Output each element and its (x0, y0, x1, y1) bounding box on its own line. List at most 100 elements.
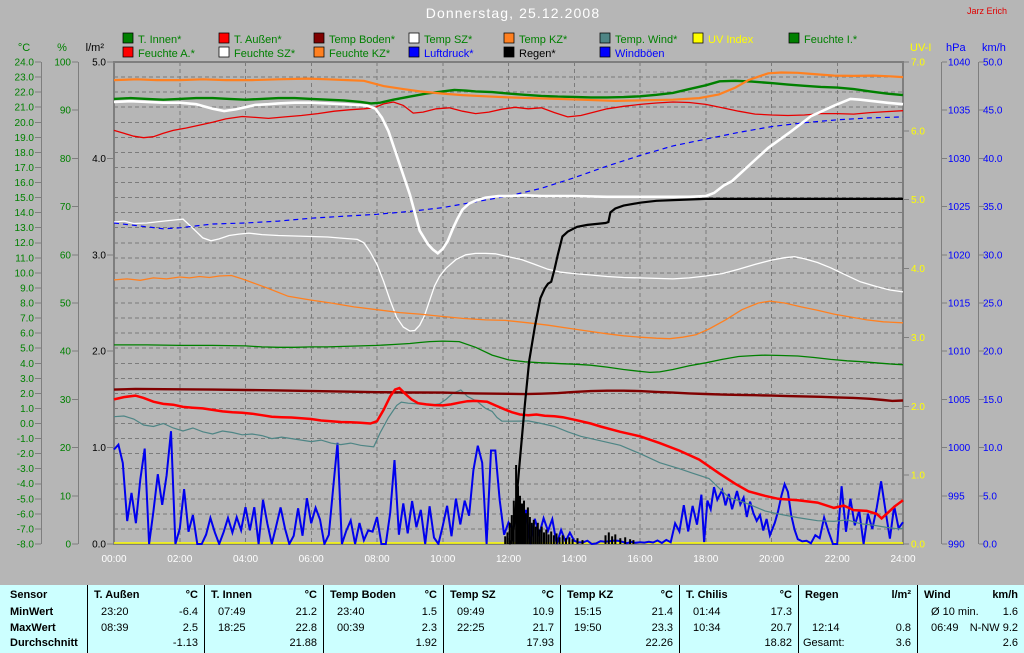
svg-text:12.0: 12.0 (15, 238, 35, 249)
svg-text:30: 30 (60, 395, 72, 406)
svg-text:1040: 1040 (948, 58, 971, 69)
svg-text:-2.0: -2.0 (17, 449, 35, 460)
svg-text:Feuchte A.*: Feuchte A.* (138, 48, 196, 60)
svg-text:0: 0 (65, 540, 71, 551)
svg-text:90: 90 (60, 106, 72, 117)
svg-text:10: 10 (60, 491, 72, 502)
svg-text:20:00: 20:00 (759, 554, 784, 565)
svg-text:8.0: 8.0 (20, 299, 34, 310)
svg-text:12:00: 12:00 (496, 554, 521, 565)
svg-text:18.0: 18.0 (15, 148, 35, 159)
svg-text:hPa: hPa (946, 42, 966, 54)
svg-text:60: 60 (60, 250, 72, 261)
svg-text:990: 990 (948, 540, 965, 551)
svg-text:22.0: 22.0 (15, 88, 35, 99)
svg-text:Temp SZ*: Temp SZ* (424, 34, 473, 46)
svg-text:18:00: 18:00 (693, 554, 718, 565)
svg-text:5.0: 5.0 (92, 58, 106, 69)
svg-text:02:00: 02:00 (167, 554, 192, 565)
svg-text:13.0: 13.0 (15, 223, 35, 234)
svg-text:Jarz Erich: Jarz Erich (967, 6, 1007, 16)
svg-text:Temp. Wind*: Temp. Wind* (615, 34, 678, 46)
svg-text:2.0: 2.0 (20, 389, 34, 400)
svg-text:1000: 1000 (948, 443, 971, 454)
svg-text:3.0: 3.0 (20, 374, 34, 385)
svg-text:00:00: 00:00 (101, 554, 126, 565)
svg-text:4.0: 4.0 (92, 154, 106, 165)
svg-text:%: % (57, 42, 67, 54)
svg-text:6.0: 6.0 (20, 329, 34, 340)
svg-text:UV-I: UV-I (910, 42, 931, 54)
svg-text:2.0: 2.0 (92, 347, 106, 358)
svg-text:3.0: 3.0 (92, 250, 106, 261)
svg-text:06:00: 06:00 (299, 554, 324, 565)
svg-text:19.0: 19.0 (15, 133, 35, 144)
svg-text:-6.0: -6.0 (17, 509, 35, 520)
svg-text:10.0: 10.0 (15, 268, 35, 279)
svg-text:25.0: 25.0 (983, 299, 1003, 310)
svg-text:0.0: 0.0 (92, 540, 106, 551)
svg-text:04:00: 04:00 (233, 554, 258, 565)
svg-text:10:00: 10:00 (430, 554, 455, 565)
svg-text:100: 100 (54, 58, 71, 69)
svg-text:30.0: 30.0 (983, 250, 1003, 261)
svg-text:17.0: 17.0 (15, 163, 35, 174)
svg-text:1.0: 1.0 (20, 404, 34, 415)
svg-text:T. Außen*: T. Außen* (234, 34, 282, 46)
svg-text:Feuchte KZ*: Feuchte KZ* (329, 48, 391, 60)
svg-text:°C: °C (18, 42, 30, 54)
svg-text:4.0: 4.0 (911, 264, 925, 275)
svg-text:08:00: 08:00 (364, 554, 389, 565)
svg-text:Luftdruck*: Luftdruck* (424, 48, 474, 60)
svg-text:20: 20 (60, 443, 72, 454)
svg-text:9.0: 9.0 (20, 283, 34, 294)
svg-text:1020: 1020 (948, 250, 971, 261)
svg-text:5.0: 5.0 (20, 344, 34, 355)
svg-text:20.0: 20.0 (983, 347, 1003, 358)
svg-text:T. Innen*: T. Innen* (138, 34, 182, 46)
svg-text:-4.0: -4.0 (17, 479, 35, 490)
svg-text:1030: 1030 (948, 154, 971, 165)
svg-text:-1.0: -1.0 (17, 434, 35, 445)
svg-text:11.0: 11.0 (15, 253, 34, 264)
svg-text:14.0: 14.0 (15, 208, 35, 219)
svg-text:16:00: 16:00 (627, 554, 652, 565)
svg-text:0.0: 0.0 (20, 419, 34, 430)
svg-text:0.0: 0.0 (983, 540, 997, 551)
svg-text:3.0: 3.0 (911, 333, 925, 344)
svg-text:Regen*: Regen* (519, 48, 556, 60)
svg-text:Feuchte I.*: Feuchte I.* (804, 34, 858, 46)
svg-text:14:00: 14:00 (562, 554, 587, 565)
svg-text:35.0: 35.0 (983, 202, 1003, 213)
svg-text:1.0: 1.0 (92, 443, 106, 454)
svg-text:40: 40 (60, 347, 72, 358)
svg-text:Temp KZ*: Temp KZ* (519, 34, 568, 46)
svg-text:1005: 1005 (948, 395, 971, 406)
svg-text:15.0: 15.0 (983, 395, 1003, 406)
svg-text:10.0: 10.0 (983, 443, 1003, 454)
svg-text:1025: 1025 (948, 202, 971, 213)
svg-text:4.0: 4.0 (20, 359, 34, 370)
svg-text:23.0: 23.0 (15, 73, 35, 84)
svg-text:1.0: 1.0 (911, 471, 925, 482)
svg-text:45.0: 45.0 (983, 106, 1003, 117)
svg-text:15.0: 15.0 (15, 193, 35, 204)
svg-text:1015: 1015 (948, 299, 971, 310)
svg-text:21.0: 21.0 (15, 103, 35, 114)
svg-text:24.0: 24.0 (15, 58, 35, 69)
svg-text:995: 995 (948, 491, 965, 502)
svg-text:Feuchte SZ*: Feuchte SZ* (234, 48, 296, 60)
svg-text:6.0: 6.0 (911, 126, 925, 137)
svg-text:UV Index: UV Index (708, 34, 754, 46)
svg-text:Temp Boden*: Temp Boden* (329, 34, 396, 46)
svg-text:7.0: 7.0 (911, 58, 925, 69)
svg-text:1035: 1035 (948, 106, 971, 117)
svg-text:-3.0: -3.0 (17, 464, 35, 475)
svg-text:70: 70 (60, 202, 72, 213)
svg-text:1010: 1010 (948, 347, 971, 358)
svg-text:24:00: 24:00 (890, 554, 915, 565)
svg-text:0.0: 0.0 (911, 540, 925, 551)
svg-text:50.0: 50.0 (983, 58, 1003, 69)
svg-text:km/h: km/h (982, 42, 1006, 54)
svg-text:Donnerstag, 25.12.2008: Donnerstag, 25.12.2008 (426, 5, 600, 21)
